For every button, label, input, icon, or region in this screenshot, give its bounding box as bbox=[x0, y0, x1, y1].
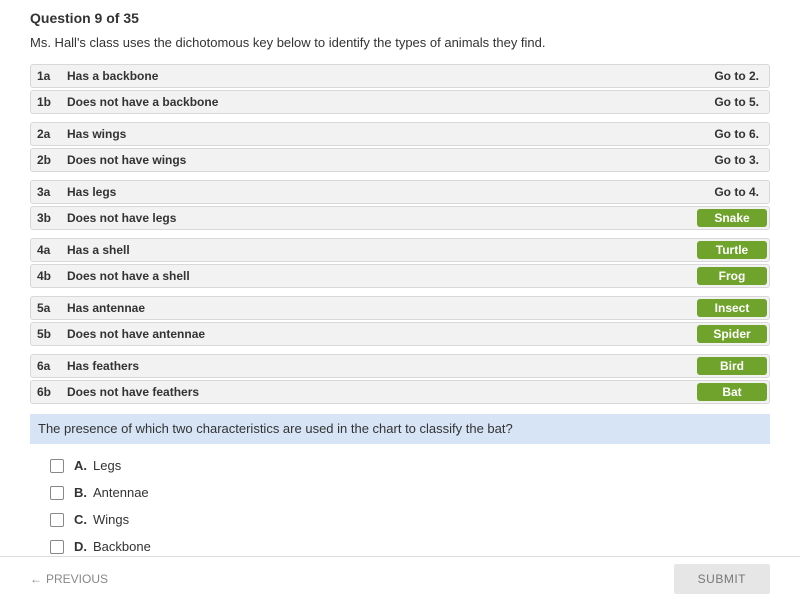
question-header: Question 9 of 35 bbox=[30, 10, 770, 26]
choice-text: Backbone bbox=[93, 539, 151, 554]
checkbox-icon[interactable] bbox=[50, 486, 64, 500]
key-result-badge: Insect bbox=[697, 299, 767, 317]
key-trait: Has a backbone bbox=[61, 65, 689, 87]
key-result: Go to 6. bbox=[689, 123, 769, 145]
key-trait: Has a shell bbox=[61, 239, 695, 261]
arrow-left-icon: ← bbox=[30, 572, 42, 586]
answer-choice[interactable]: C. Wings bbox=[50, 512, 770, 527]
key-id: 2a bbox=[31, 123, 61, 145]
key-result: Go to 2. bbox=[689, 65, 769, 87]
key-trait: Does not have feathers bbox=[61, 381, 695, 403]
key-trait: Has feathers bbox=[61, 355, 695, 377]
key-group: 1aHas a backboneGo to 2.1bDoes not have … bbox=[30, 64, 770, 114]
key-group: 2aHas wingsGo to 6.2bDoes not have wings… bbox=[30, 122, 770, 172]
key-group: 5aHas antennaeInsect5bDoes not have ante… bbox=[30, 296, 770, 346]
key-group: 6aHas feathersBird6bDoes not have feathe… bbox=[30, 354, 770, 404]
key-row: 3bDoes not have legsSnake bbox=[30, 206, 770, 230]
key-result-badge: Spider bbox=[697, 325, 767, 343]
key-row: 1bDoes not have a backboneGo to 5. bbox=[30, 90, 770, 114]
key-trait: Does not have a shell bbox=[61, 265, 695, 287]
choice-text: Legs bbox=[93, 458, 121, 473]
choice-text: Wings bbox=[93, 512, 129, 527]
checkbox-icon[interactable] bbox=[50, 513, 64, 527]
key-id: 1a bbox=[31, 65, 61, 87]
key-result: Go to 5. bbox=[689, 91, 769, 113]
question-prompt: Ms. Hall's class uses the dichotomous ke… bbox=[30, 34, 770, 52]
key-id: 6a bbox=[31, 355, 61, 377]
key-id: 6b bbox=[31, 381, 61, 403]
key-trait: Does not have a backbone bbox=[61, 91, 689, 113]
choice-letter: B. bbox=[74, 485, 87, 500]
key-row: 4bDoes not have a shellFrog bbox=[30, 264, 770, 288]
key-row: 5aHas antennaeInsect bbox=[30, 296, 770, 320]
submit-button[interactable]: SUBMIT bbox=[674, 564, 770, 594]
key-id: 1b bbox=[31, 91, 61, 113]
key-row: 6bDoes not have feathersBat bbox=[30, 380, 770, 404]
choice-letter: A. bbox=[74, 458, 87, 473]
key-id: 3b bbox=[31, 207, 61, 229]
key-id: 2b bbox=[31, 149, 61, 171]
key-trait: Does not have legs bbox=[61, 207, 695, 229]
key-result-badge: Frog bbox=[697, 267, 767, 285]
key-group: 4aHas a shellTurtle4bDoes not have a she… bbox=[30, 238, 770, 288]
key-row: 2aHas wingsGo to 6. bbox=[30, 122, 770, 146]
key-result: Go to 4. bbox=[689, 181, 769, 203]
checkbox-icon[interactable] bbox=[50, 459, 64, 473]
key-trait: Has antennae bbox=[61, 297, 695, 319]
question-text: The presence of which two characteristic… bbox=[30, 414, 770, 444]
key-row: 2bDoes not have wingsGo to 3. bbox=[30, 148, 770, 172]
key-id: 5b bbox=[31, 323, 61, 345]
key-result-badge: Bird bbox=[697, 357, 767, 375]
key-result-badge: Turtle bbox=[697, 241, 767, 259]
dichotomous-key: 1aHas a backboneGo to 2.1bDoes not have … bbox=[30, 64, 770, 404]
key-row: 1aHas a backboneGo to 2. bbox=[30, 64, 770, 88]
key-id: 4b bbox=[31, 265, 61, 287]
key-trait: Does not have wings bbox=[61, 149, 689, 171]
key-row: 4aHas a shellTurtle bbox=[30, 238, 770, 262]
answer-choices: A. Legs B. Antennae C. Wings D. Backbone bbox=[30, 458, 770, 554]
key-result: Go to 3. bbox=[689, 149, 769, 171]
key-id: 4a bbox=[31, 239, 61, 261]
answer-choice[interactable]: B. Antennae bbox=[50, 485, 770, 500]
key-trait: Has wings bbox=[61, 123, 689, 145]
key-id: 5a bbox=[31, 297, 61, 319]
answer-choice[interactable]: A. Legs bbox=[50, 458, 770, 473]
key-row: 6aHas feathersBird bbox=[30, 354, 770, 378]
previous-button[interactable]: ← PREVIOUS bbox=[30, 572, 108, 586]
choice-letter: C. bbox=[74, 512, 87, 527]
checkbox-icon[interactable] bbox=[50, 540, 64, 554]
key-id: 3a bbox=[31, 181, 61, 203]
key-row: 5bDoes not have antennaeSpider bbox=[30, 322, 770, 346]
key-result-badge: Bat bbox=[697, 383, 767, 401]
key-group: 3aHas legsGo to 4.3bDoes not have legsSn… bbox=[30, 180, 770, 230]
key-trait: Has legs bbox=[61, 181, 689, 203]
answer-choice[interactable]: D. Backbone bbox=[50, 539, 770, 554]
footer-bar: ← PREVIOUS SUBMIT bbox=[0, 556, 800, 600]
key-result-badge: Snake bbox=[697, 209, 767, 227]
choice-letter: D. bbox=[74, 539, 87, 554]
key-trait: Does not have antennae bbox=[61, 323, 695, 345]
choice-text: Antennae bbox=[93, 485, 149, 500]
previous-label: PREVIOUS bbox=[46, 572, 108, 586]
key-row: 3aHas legsGo to 4. bbox=[30, 180, 770, 204]
